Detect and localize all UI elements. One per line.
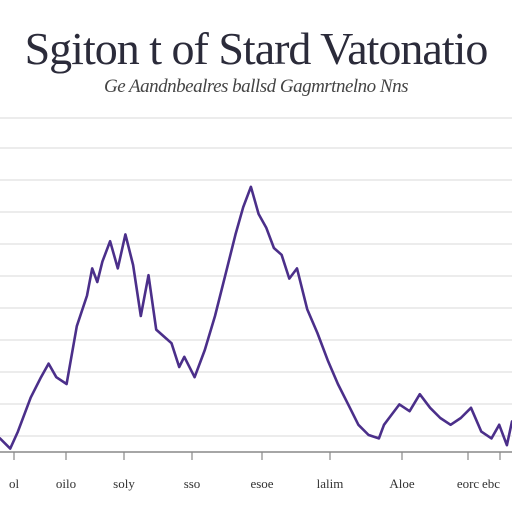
x-tick-label: eorc	[457, 476, 480, 491]
x-tick-label: ebc	[482, 476, 500, 491]
grid-lines	[0, 117, 512, 437]
x-tick-label: esoe	[250, 476, 273, 491]
x-axis-ticks	[13, 452, 501, 460]
x-axis-tick-labels: ol oilo soly sso esoe lalim Aloe eorc ebc	[9, 476, 500, 491]
x-tick-label: Aloe	[389, 476, 415, 491]
x-tick-label: oilo	[56, 476, 76, 491]
x-tick-label: sso	[184, 476, 201, 491]
chart-subtitle: Ge Aandnbealres ballsd Gagmrtnelno Nns	[104, 76, 409, 97]
series-layer	[0, 185, 512, 450]
series-line	[0, 185, 512, 450]
chart-title: Sgiton t of Stard Vatonatio	[24, 23, 489, 74]
x-tick-label: soly	[113, 476, 135, 491]
x-tick-label: ol	[9, 476, 20, 491]
x-tick-label: lalim	[317, 476, 344, 491]
